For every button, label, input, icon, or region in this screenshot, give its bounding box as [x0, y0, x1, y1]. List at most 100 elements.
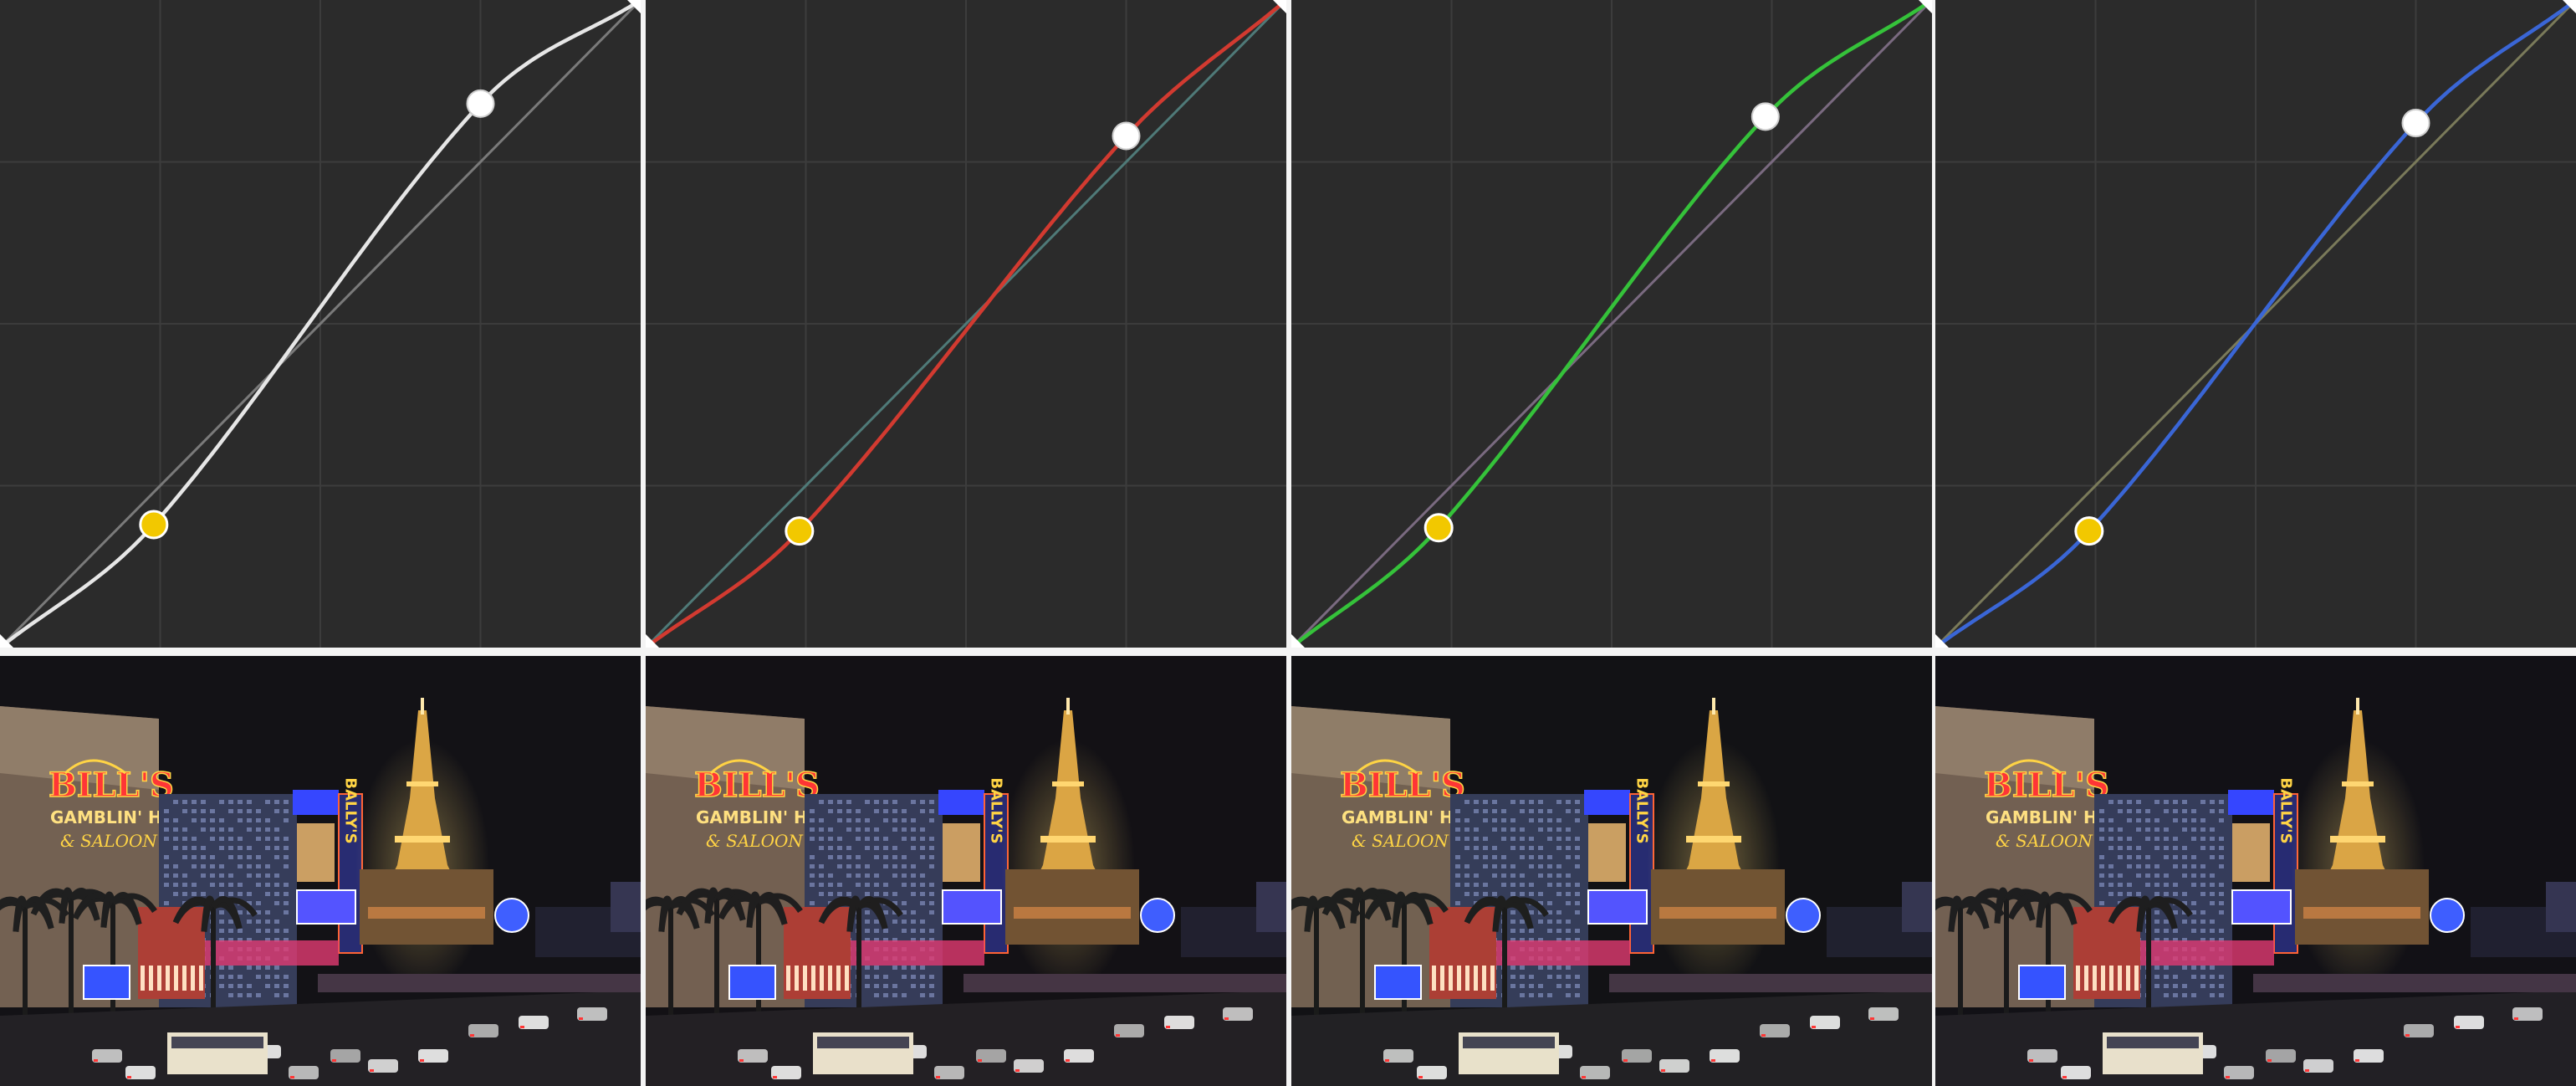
tower-window [2219, 800, 2224, 804]
tower-window [1547, 901, 1552, 905]
curve-editor-red[interactable] [646, 0, 1286, 648]
car [1417, 1066, 1447, 1079]
tower-window [173, 873, 178, 878]
tower-window [284, 846, 289, 850]
tower-window [828, 846, 833, 850]
tower-window [2154, 827, 2159, 832]
white-point-handle[interactable] [1919, 0, 1932, 13]
bus-windows [2107, 1037, 2199, 1048]
tower-window [1483, 864, 1488, 868]
black-point-handle[interactable] [1935, 634, 1949, 648]
tower-window [284, 837, 289, 841]
tower-window [284, 984, 289, 988]
tower-window [173, 864, 178, 868]
curve-graph-master[interactable] [0, 0, 641, 648]
sign-line-3: & SALOON [706, 831, 804, 851]
curve-control-point[interactable] [466, 89, 495, 118]
performer-billboard [1588, 823, 1626, 882]
tower-window [1510, 873, 1515, 878]
tower-window [2200, 800, 2205, 804]
tower-window [2118, 883, 2123, 887]
tower-window [1510, 827, 1515, 832]
white-point-handle[interactable] [2563, 0, 2576, 13]
tower-window [265, 920, 270, 924]
curve-graph-blue[interactable] [1935, 0, 2576, 648]
tower-window [929, 910, 934, 914]
white-point-handle[interactable] [627, 0, 641, 13]
tone-curve-line[interactable] [1291, 0, 1932, 648]
car-taillight [579, 1017, 583, 1020]
tower-window [2127, 892, 2132, 896]
curve-editor-blue[interactable] [1935, 0, 2576, 648]
tone-curve-line[interactable] [646, 0, 1286, 648]
tower-window [1474, 809, 1479, 813]
tower-window [911, 975, 916, 979]
curve-control-point[interactable] [1751, 102, 1780, 131]
tower-deck [1040, 836, 1096, 843]
blue-billboard [938, 790, 984, 815]
tower-window [883, 984, 888, 988]
curve-control-point-selected[interactable] [139, 510, 169, 540]
tower-window [2164, 892, 2169, 896]
car [577, 1007, 607, 1021]
awning-stripe [1432, 966, 1436, 991]
tower-window [1538, 864, 1543, 868]
tower-deck-upper [1698, 781, 1730, 786]
curve-control-point-selected[interactable] [2074, 516, 2104, 546]
tower-window [228, 873, 233, 878]
tower-window [865, 938, 870, 942]
tower-window [883, 910, 888, 914]
curve-control-point[interactable] [2401, 109, 2430, 138]
curve-editor-master[interactable] [0, 0, 641, 648]
curve-control-point-selected[interactable] [785, 516, 815, 546]
curve-editor-green[interactable] [1291, 0, 1932, 648]
tower-window [238, 892, 243, 896]
palm-tree [718, 891, 803, 1020]
tower-window [1538, 855, 1543, 859]
tower-window [1575, 800, 1580, 804]
palm-trunk [1314, 907, 1319, 1024]
tower-window [929, 855, 934, 859]
curve-graph-green[interactable] [1291, 0, 1932, 648]
tower-window [182, 855, 187, 859]
tower-body [2312, 710, 2404, 907]
white-point-handle[interactable] [1273, 0, 1286, 13]
tower-window [911, 818, 916, 822]
tower-window [2108, 864, 2113, 868]
black-point-handle[interactable] [646, 634, 659, 648]
tower-window [1556, 929, 1561, 933]
tower-window [1520, 892, 1525, 896]
black-point-handle[interactable] [1291, 634, 1305, 648]
tone-curve-line[interactable] [0, 0, 641, 648]
car [368, 1059, 398, 1073]
curve-control-point[interactable] [1112, 121, 1141, 151]
awning-stripe [166, 966, 170, 991]
tower-window [837, 892, 842, 896]
tower-window [2154, 837, 2159, 841]
tower-window [182, 800, 187, 804]
balloon-sign [2430, 898, 2465, 933]
car [418, 1049, 448, 1063]
tower-window [2191, 837, 2196, 841]
curve-control-point-selected[interactable] [1423, 513, 1454, 543]
tower-window [1556, 892, 1561, 896]
black-point-handle[interactable] [0, 634, 13, 648]
tower-window [228, 938, 233, 942]
tower-window [1474, 873, 1479, 878]
tower-window [2154, 864, 2159, 868]
car-taillight [1066, 1059, 1070, 1062]
tower-window [247, 901, 252, 905]
tower-window [1520, 920, 1525, 924]
tone-curve-line[interactable] [1935, 0, 2576, 648]
tower-window [228, 993, 233, 997]
car [468, 1024, 498, 1037]
tower-window [1529, 837, 1534, 841]
tower-window [2164, 846, 2169, 850]
palm-frond [714, 888, 746, 921]
car [125, 1066, 156, 1079]
tower-window [256, 910, 261, 914]
car-taillight [1812, 1026, 1816, 1028]
tower-window [1492, 855, 1497, 859]
car-taillight [2062, 1076, 2067, 1078]
curve-graph-red[interactable] [646, 0, 1286, 648]
